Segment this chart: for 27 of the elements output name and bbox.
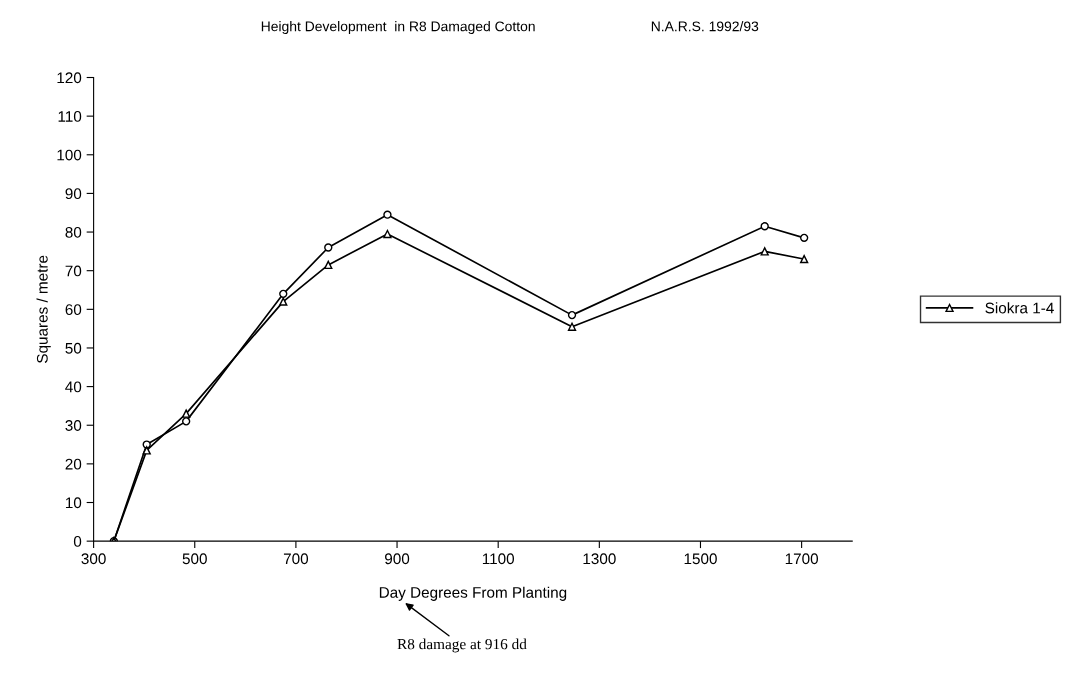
x-tick-label: 700: [283, 553, 309, 565]
x-tick-label: 1700: [785, 553, 819, 565]
y-tick-label: 110: [58, 111, 82, 122]
x-tick-label: 500: [182, 553, 207, 565]
y-tick-label: 90: [65, 188, 82, 200]
chart-subtitle: N.A.R.S. 1992/93: [651, 21, 759, 32]
x-tick-label: 1500: [684, 553, 717, 565]
x-tick-label: 1300: [583, 553, 616, 565]
y-tick-label: 20: [65, 458, 82, 470]
y-tick-label: 50: [65, 342, 82, 354]
text: R8 damage at 916 dd: [397, 638, 527, 653]
y-tick-label: 10: [65, 497, 82, 509]
y-tick-label: 40: [65, 381, 82, 393]
y-tick-label: 0: [73, 536, 82, 547]
y-tick-label: 80: [65, 226, 82, 238]
x-tick-label: 300: [81, 553, 106, 565]
y-tick-label: 120: [57, 72, 82, 84]
x-tick-label: 900: [385, 553, 410, 565]
y-tick-label: 100: [57, 149, 82, 161]
x-axis-title: Day Degrees From Planting: [379, 586, 567, 601]
y-tick-label: 70: [65, 265, 82, 277]
y-tick-label: 60: [65, 304, 82, 316]
y-axis-title: Squares / metre: [36, 255, 51, 363]
x-tick-label: 1100: [482, 553, 515, 565]
legend-label: Siokra 1-4: [985, 302, 1054, 314]
y-tick-label: 30: [65, 420, 82, 431]
chart-title: Height Development in R8 Damaged Cotton: [261, 21, 535, 35]
